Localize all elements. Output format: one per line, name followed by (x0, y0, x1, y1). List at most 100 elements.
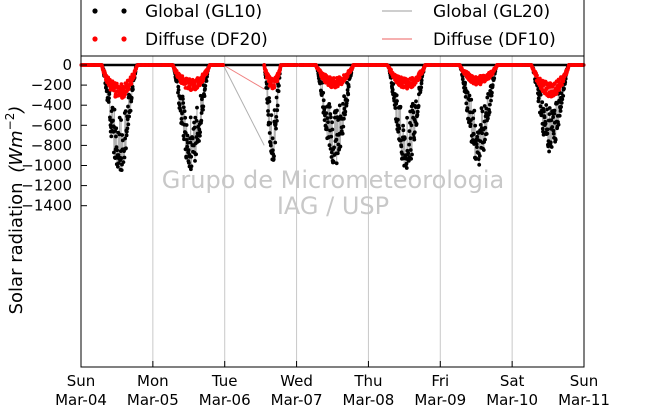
global-gl10-point (343, 109, 348, 114)
global-gl10-point (275, 108, 280, 113)
global-gl10-point (271, 157, 276, 162)
global-gl10-point (545, 127, 550, 132)
global-gl10-point (115, 148, 119, 153)
global-gl10-point (182, 137, 186, 142)
global-gl10-point (199, 118, 204, 123)
global-gl10-point (478, 123, 483, 127)
global-gl10-point (472, 108, 477, 113)
global-gl10-point (329, 150, 334, 155)
global-gl10-point (483, 125, 488, 130)
global-gl10-point (549, 118, 554, 123)
global-gl10-point (119, 156, 124, 161)
watermark-line-1: Grupo de Micrometeorologia (162, 166, 504, 194)
series-layer (79, 63, 586, 173)
global-gl10-point (557, 98, 561, 103)
y-tick-label-4: −800 (31, 136, 72, 154)
x-tick-date-2: Mar-06 (199, 391, 251, 409)
global-gl10-point (545, 131, 550, 136)
legend-global-gl10-marker-1 (92, 8, 98, 14)
global-gl10-point (328, 112, 333, 116)
global-gl10-point (341, 101, 345, 106)
global-gl10-point (412, 137, 417, 142)
global-gl10-point (473, 123, 478, 128)
global-gl10-point (544, 103, 549, 107)
global-gl10-point (465, 106, 470, 111)
diffuse-df20-point (554, 91, 559, 96)
global-gl10-point (181, 101, 186, 105)
global-gl10-point (543, 121, 548, 126)
global-gl10-point (179, 117, 184, 121)
global-gl10-point (556, 122, 561, 127)
global-gl10-point (267, 99, 272, 104)
global-gl10-point (126, 104, 130, 109)
global-gl10-point (334, 161, 339, 166)
series-diffuse-df10-gap (223, 64, 265, 90)
global-gl10-point (267, 131, 272, 135)
y-axis-unit: (Wm (6, 130, 27, 172)
diffuse-df20-point (275, 78, 280, 82)
x-tick-date-6: Mar-10 (486, 391, 538, 409)
legend-label-global-gl10: Global (GL10) (145, 2, 262, 22)
global-gl10-point (107, 96, 111, 100)
global-gl10-point (342, 94, 346, 99)
global-gl10-point (551, 131, 556, 136)
global-gl10-point (189, 164, 194, 169)
global-gl10-point (559, 105, 563, 109)
global-gl10-point (414, 99, 418, 104)
global-gl10-point (201, 107, 205, 112)
global-gl10-point (344, 101, 349, 106)
global-gl10-point (463, 86, 468, 90)
watermark-line-2: IAG / USP (277, 192, 389, 220)
global-gl10-point (404, 166, 409, 170)
global-gl10-point (463, 80, 467, 85)
x-tick-day-1: Mon (137, 372, 169, 390)
global-gl10-point (415, 113, 420, 117)
global-gl10-point (199, 111, 204, 115)
x-tick-day-6: Sat (500, 372, 525, 390)
global-gl10-point (480, 109, 485, 114)
y-axis-unit-exp: −2 (3, 113, 17, 131)
global-gl10-point (184, 123, 189, 127)
global-gl10-point (390, 87, 395, 92)
global-gl10-point (129, 95, 134, 100)
global-gl10-point (107, 92, 112, 96)
global-gl10-point (327, 102, 332, 106)
y-tick-label-1: −200 (31, 76, 72, 94)
global-gl10-point (274, 115, 279, 119)
global-gl10-point (484, 132, 489, 136)
legend-label-diffuse-df20: Diffuse (DF20) (145, 30, 268, 50)
global-gl10-point (549, 145, 554, 149)
global-gl10-point (124, 133, 129, 138)
global-gl10-point (190, 136, 195, 141)
global-gl10-point (409, 123, 414, 128)
y-tick-label-3: −600 (31, 116, 72, 134)
global-gl10-point (181, 97, 185, 101)
global-gl10-point (419, 78, 424, 83)
global-gl10-point (111, 118, 115, 123)
global-gl10-point (186, 148, 191, 152)
global-gl10-point (266, 109, 270, 113)
global-gl10-point (273, 122, 278, 126)
global-gl10-point (541, 129, 545, 134)
x-tick-date-5: Mar-09 (414, 391, 466, 409)
global-gl10-point (400, 152, 405, 156)
global-gl10-point (479, 106, 484, 111)
diffuse-df20-point (114, 81, 119, 86)
global-gl10-point (405, 115, 409, 120)
global-gl10-point (267, 96, 271, 100)
global-gl10-point (334, 137, 339, 142)
y-tick-label-0: 0 (62, 56, 72, 74)
global-gl10-point (183, 115, 188, 120)
series-diffuse-df20-dots (79, 63, 586, 100)
global-gl10-point (542, 115, 547, 120)
x-tick-day-4: Thu (353, 372, 382, 390)
global-gl10-point (539, 113, 544, 118)
series-global-gl20-gap (222, 64, 265, 146)
legend-label-diffuse-df10: Diffuse (DF10) (433, 30, 556, 50)
legend-label-global-gl20: Global (GL20) (433, 2, 550, 22)
global-gl10-point (264, 82, 269, 86)
x-tick-date-4: Mar-08 (343, 391, 395, 409)
global-gl10-point (180, 111, 184, 116)
global-gl10-point (327, 105, 332, 109)
global-gl10-point (120, 133, 125, 137)
